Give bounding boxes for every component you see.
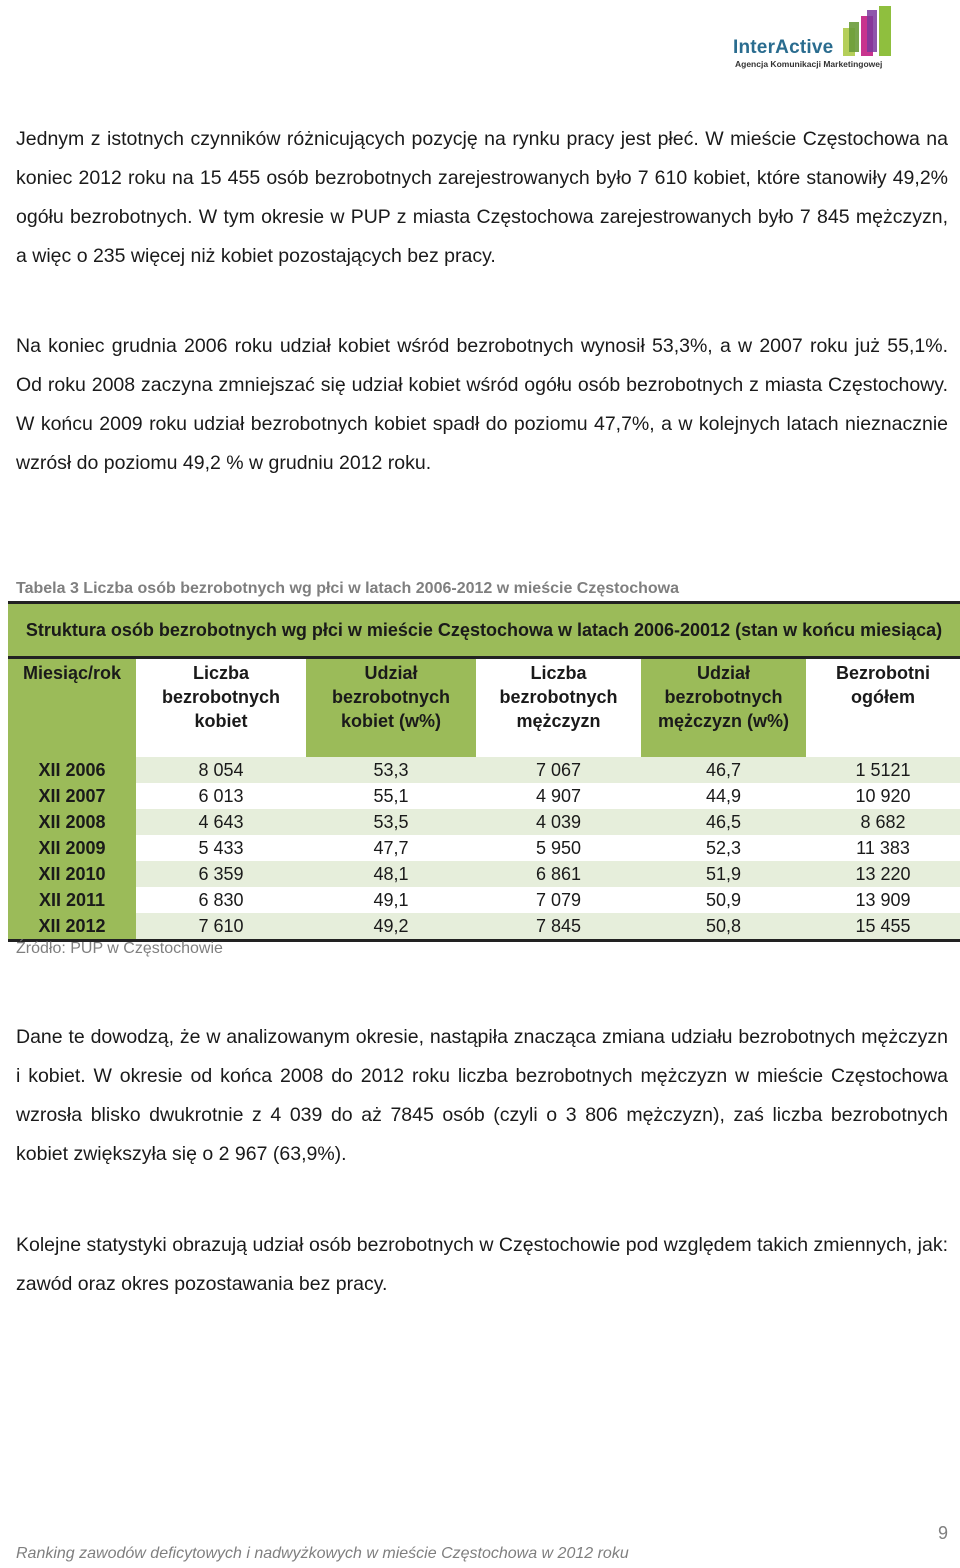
table-row: XII 2012 7 610 49,2 7 845 50,8 15 455 — [8, 913, 960, 941]
cell-month: XII 2006 — [8, 757, 136, 783]
cell-total: 8 682 — [806, 809, 960, 835]
cell-month: XII 2009 — [8, 835, 136, 861]
cell-women-share: 53,3 — [306, 757, 476, 783]
logo-bars-icon — [843, 6, 891, 56]
paragraph-female-share-trend: Na koniec grudnia 2006 roku udział kobie… — [16, 335, 948, 474]
interactive-logo: InterActive Agencja Komunikacji Marketin… — [733, 6, 893, 70]
cell-women-share: 49,1 — [373, 890, 409, 910]
cell-total: 10 920 — [855, 786, 911, 806]
cell-men-count: 7 079 — [535, 890, 582, 910]
cell-women-count: 6 013 — [198, 786, 244, 806]
table-row: XII 2009 5 433 47,7 5 950 52,3 11 383 — [8, 835, 960, 861]
cell-men-count: 7 845 — [476, 913, 641, 941]
cell-total: 1 5121 — [806, 757, 960, 783]
cell-month: XII 2011 — [8, 887, 136, 913]
cell-women-count: 8 054 — [136, 757, 306, 783]
cell-month: XII 2007 — [8, 783, 136, 809]
header-men-count: Liczba bezrobotnych mężczyzn — [476, 657, 641, 757]
header-women-count: Liczba bezrobotnych kobiet — [136, 657, 306, 757]
cell-men-share: 50,9 — [705, 890, 742, 910]
cell-women-share: 49,2 — [306, 913, 476, 941]
table-row: XII 2008 4 643 53,5 4 039 46,5 8 682 — [8, 809, 960, 835]
cell-men-count: 4 039 — [476, 809, 641, 835]
cell-men-share: 46,5 — [641, 809, 806, 835]
cell-women-count: 7 610 — [136, 913, 306, 941]
table-header-row: Miesiąc/rok Liczba bezrobotnych kobiet U… — [8, 657, 960, 757]
paragraph-analysis: Dane te dowodzą, że w analizowanym okres… — [16, 1026, 948, 1165]
cell-total: 13 220 — [806, 861, 960, 887]
logo-tagline: Agencja Komunikacji Marketingowej — [735, 59, 883, 69]
table-title: Struktura osób bezrobotnych wg płci w mi… — [8, 602, 960, 659]
cell-men-share: 51,9 — [641, 861, 806, 887]
table-row: XII 2006 8 054 53,3 7 067 46,7 1 5121 — [8, 757, 960, 783]
cell-men-count: 4 907 — [535, 786, 582, 806]
cell-total: 11 383 — [856, 838, 910, 858]
cell-men-share: 44,9 — [705, 786, 742, 806]
cell-month: XII 2012 — [8, 913, 136, 941]
cell-month: XII 2008 — [8, 809, 136, 835]
table-row: XII 2007 6 013 55,1 4 907 44,9 10 920 — [8, 783, 960, 809]
cell-men-count: 6 861 — [476, 861, 641, 887]
header-men-share: Udział bezrobotnych mężczyzn (w%) — [641, 657, 806, 757]
cell-men-share: 52,3 — [705, 838, 742, 858]
table-caption: Tabela 3 Liczba osób bezrobotnych wg płc… — [16, 580, 680, 597]
cell-month: XII 2010 — [8, 861, 136, 887]
cell-men-count: 7 067 — [476, 757, 641, 783]
cell-men-share: 50,8 — [641, 913, 806, 941]
cell-total: 13 909 — [855, 890, 911, 910]
table-row: XII 2011 6 830 49,1 7 079 50,9 13 909 — [8, 887, 960, 913]
cell-women-count: 6 359 — [136, 861, 306, 887]
paragraph-next-stats: Kolejne statystyki obrazują udział osób … — [16, 1234, 948, 1295]
page-footer: Ranking zawodów deficytowych i nadwyżkow… — [16, 1545, 629, 1562]
page-number: 9 — [937, 1523, 948, 1543]
unemployment-by-gender-table: Struktura osób bezrobotnych wg płci w mi… — [8, 601, 960, 942]
cell-women-count: 6 830 — [198, 890, 244, 910]
cell-women-share: 48,1 — [306, 861, 476, 887]
paragraph-gender-intro: Jednym z istotnych czynników różnicujący… — [16, 128, 948, 267]
cell-women-share: 55,1 — [373, 786, 409, 806]
cell-men-share: 46,7 — [641, 757, 806, 783]
cell-total: 15 455 — [806, 913, 960, 941]
cell-men-count: 5 950 — [535, 838, 582, 858]
cell-women-share: 47,7 — [373, 838, 409, 858]
cell-women-count: 5 433 — [198, 838, 244, 858]
table-row: XII 2010 6 359 48,1 6 861 51,9 13 220 — [8, 861, 960, 887]
table-source: Źródło: PUP w Częstochowie — [16, 940, 223, 957]
logo-wordmark: InterActive — [733, 37, 834, 58]
header-women-share: Udział bezrobotnych kobiet (w%) — [306, 657, 476, 757]
header-month-year: Miesiąc/rok — [8, 657, 136, 757]
cell-women-count: 4 643 — [136, 809, 306, 835]
cell-women-share: 53,5 — [306, 809, 476, 835]
header-total: Bezrobotni ogółem — [806, 657, 960, 757]
